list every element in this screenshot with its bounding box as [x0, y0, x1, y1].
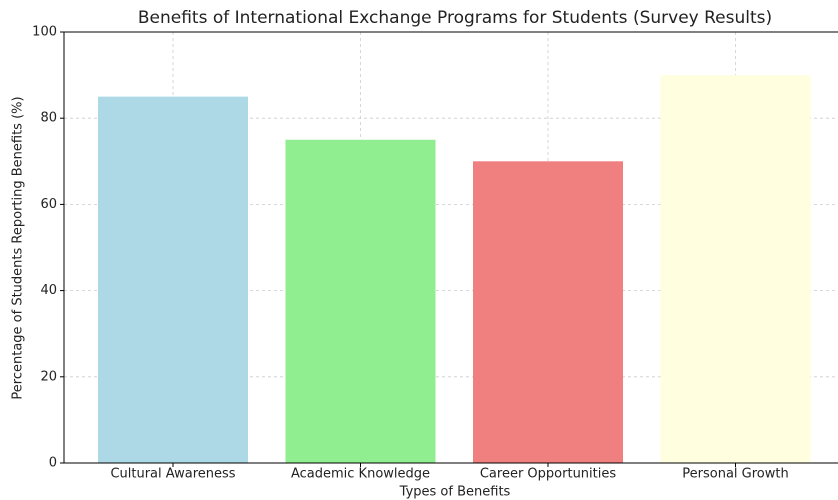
x-axis-label: Types of Benefits: [399, 485, 511, 500]
y-tick-label: 40: [40, 283, 57, 298]
x-tick-label: Career Opportunities: [480, 467, 617, 482]
x-tick-label: Personal Growth: [682, 467, 788, 482]
y-axis-label: Percentage of Students Reporting Benefit…: [11, 96, 26, 399]
axes: 0 20 40 60 80 100 Cultural Awareness Academic K…: [32, 25, 838, 482]
y-tick-label: 60: [40, 197, 57, 212]
bars: [98, 75, 811, 464]
bar: [285, 139, 436, 463]
x-tick-label: Cultural Awareness: [110, 467, 235, 482]
y-tick-label: 80: [40, 111, 57, 126]
y-tick-label: 20: [40, 369, 57, 384]
bar: [660, 75, 811, 463]
bar: [98, 96, 248, 464]
bar: [473, 161, 623, 464]
y-tick-label: 100: [32, 25, 57, 40]
y-tick-label: 0: [49, 456, 57, 471]
chart-title: Benefits of International Exchange Progr…: [138, 8, 772, 28]
x-tick-label: Academic Knowledge: [291, 467, 430, 482]
